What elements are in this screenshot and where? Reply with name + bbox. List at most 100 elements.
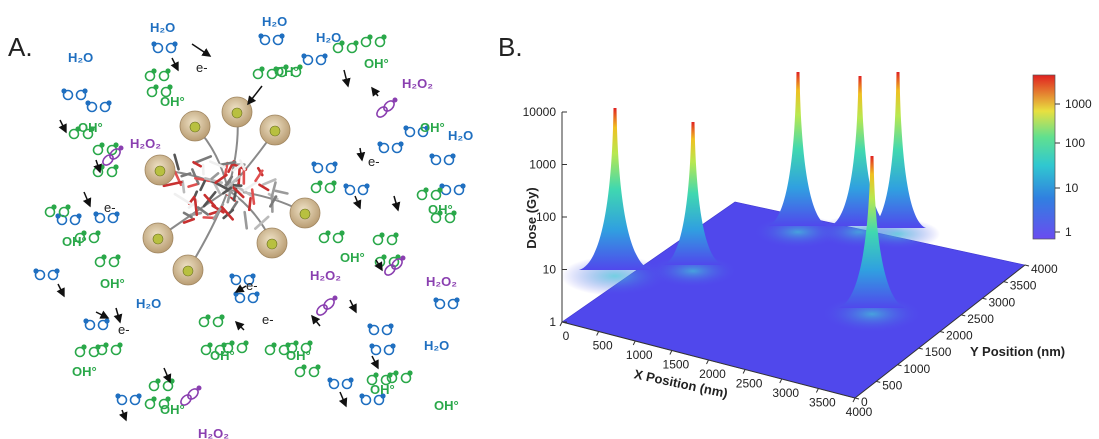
water-molecule-icon [33,268,60,281]
z-tick-label: 10000 [523,105,557,119]
hydroxyl-label: OH° [428,202,453,217]
molecule-bond [243,180,259,192]
reaction-arrow [58,119,67,134]
hydroxyl-label: OH° [274,64,299,79]
reaction-arrow [170,57,179,72]
reaction-arrow [234,320,245,331]
y-tick-label: 4000 [1031,262,1058,276]
reaction-arrow [93,159,102,174]
molecule-bond [247,197,252,212]
hydroxyl-molecule-icon [360,34,387,48]
molecule-bond [209,160,226,169]
molecule-bond [226,175,241,188]
water-molecule-icon [85,100,112,113]
peroxide-molecule-icon [316,295,338,316]
water-molecule-icon [93,211,120,224]
water-label: H₂O [136,296,161,311]
y-tick-mark [854,397,860,400]
electron-label: e- [104,200,116,215]
molecule-bond [182,217,196,224]
reaction-arrow [56,283,65,298]
hydroxyl-molecule-icon [318,230,345,244]
y-tick-label: 0 [861,395,868,409]
y-tick-mark [961,314,966,317]
y-tick-label: 3500 [1010,279,1037,293]
nanoparticle-molecule [142,96,321,286]
hydroxyl-molecule-icon [416,187,443,201]
molecule-bond [274,189,289,195]
y-tick-label: 1000 [904,362,931,376]
x-tick-label: 4000 [846,405,873,419]
hydroxyl-label: OH° [100,276,125,291]
hydroxyl-label: OH° [286,348,311,363]
x-tick-label: 2000 [699,367,726,381]
peroxide-label: H₂O₂ [402,76,433,91]
water-molecule-icon [301,53,328,66]
water-molecule-icon [359,393,386,406]
molecule-bond [203,193,217,208]
panel-a-label: A. [8,32,33,62]
y-tick-label: 2500 [967,312,994,326]
y-tick-mark [897,364,902,367]
y-tick-mark [918,347,923,350]
molecule-bond [254,215,270,230]
z-tick-label: 100 [536,210,556,224]
colorbar-tick-label: 1 [1065,225,1072,239]
hydroxyl-molecule-icon [144,396,171,410]
y-tick-mark [1003,281,1008,284]
y-axis-label: Y Position (nm) [970,344,1065,359]
nanoparticle-core [299,208,311,220]
x-tick-label: 3500 [809,396,836,410]
water-molecule-icon [343,183,370,196]
molecule-bond [222,186,233,195]
hydroxyl-label: OH° [210,348,235,363]
colorbar-tick-label: 10 [1065,181,1079,195]
x-tick-label: 0 [563,329,570,343]
x-tick-mark [742,369,746,374]
hydroxyl-molecule-icon [386,370,413,384]
nanoparticle-core [266,238,278,250]
electron-label: e- [246,278,258,293]
x-tick-label: 2500 [736,377,763,391]
colorbar [1032,74,1056,240]
panel-b-label: B. [498,32,523,62]
electron-label: e- [368,154,380,169]
nanoparticle-core [154,165,166,177]
reaction-arrow [113,307,123,324]
hydroxyl-molecule-icon [68,126,95,140]
reaction-arrow [82,191,92,208]
y-tick-mark [876,380,881,383]
hydroxyl-label: OH° [78,120,103,135]
water-molecule-icon [403,125,430,138]
y-tick-label: 2000 [946,329,973,343]
water-molecule-icon [233,291,260,304]
dose-peak [663,122,723,265]
electron-label: e- [196,60,208,75]
z-tick-label: 1 [549,315,556,329]
water-molecule-icon [433,297,460,310]
reaction-arrow [370,355,379,370]
y-tick-mark [982,297,987,300]
hydroxyl-label: OH° [370,382,395,397]
x-tick-mark [779,378,783,384]
molecule-bond [187,182,200,188]
molecule-bond [213,182,221,195]
molecule-bond [224,175,234,187]
reaction-arrow [391,195,401,212]
z-tick-label: 10 [543,263,557,277]
molecule-bond [181,180,186,194]
water-molecule-icon [83,318,110,331]
electron-label: e- [118,322,130,337]
molecule-bond [193,155,213,165]
x-tick-mark [632,340,636,346]
water-molecule-icon [429,153,456,166]
nanoparticle-core [231,107,243,119]
water-molecule-icon [377,141,404,154]
water-label: H₂O [150,20,175,35]
hydroxyl-label: OH° [160,402,185,417]
molecule-bond [230,200,239,212]
molecule-bond [214,173,228,184]
hydroxyl-molecule-icon [252,66,279,80]
dose-peak [870,72,926,228]
